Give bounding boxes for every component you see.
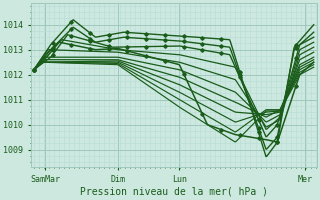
- X-axis label: Pression niveau de la mer( hPa ): Pression niveau de la mer( hPa ): [80, 187, 268, 197]
